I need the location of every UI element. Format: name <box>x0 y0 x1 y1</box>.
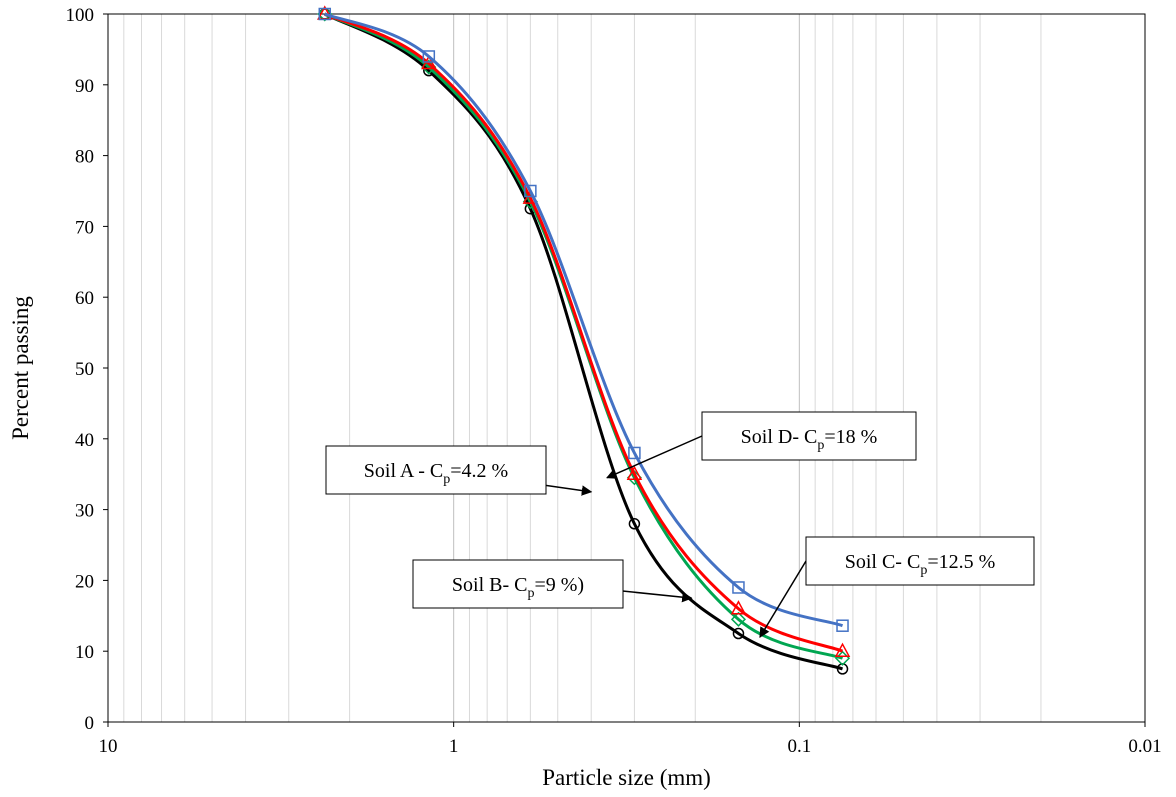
y-axis-title: Percent passing <box>8 296 33 440</box>
data-point-square <box>524 184 537 198</box>
data-point-square <box>422 50 436 63</box>
y-tick-label: 20 <box>75 571 94 592</box>
data-point-triangle <box>730 600 747 615</box>
data-series <box>318 7 849 632</box>
y-tick-label: 90 <box>75 76 94 97</box>
y-tick-label: 100 <box>66 5 95 26</box>
y-tick-label: 10 <box>75 642 94 663</box>
x-tick-label: 10 <box>99 736 118 757</box>
annotation-box <box>412 559 624 609</box>
annotation-suffix: =9 %) <box>534 574 584 596</box>
annotation-subscript: p <box>527 586 534 601</box>
data-point-diamond <box>317 6 333 22</box>
y-tick-label: 50 <box>75 359 94 380</box>
annotation-suffix: =4.2 % <box>450 460 508 482</box>
series-layer <box>317 5 851 675</box>
annotation-box <box>325 445 547 495</box>
data-point-square <box>318 7 332 21</box>
x-tick-label: 0.1 <box>787 736 811 757</box>
y-tick-label: 40 <box>75 430 94 451</box>
annotation-label: Soil D- Cp=18 % <box>741 426 878 453</box>
data-point-triangle <box>834 642 851 657</box>
annotation-subscript: p <box>443 472 450 487</box>
x-axis-title: Particle size (mm) <box>542 765 711 790</box>
annotation-layer: Soil A - Cp=4.2 %Soil B- Cp=9 %)Soil C- … <box>325 411 1035 638</box>
data-point-circle <box>732 627 745 640</box>
data-point-triangle <box>626 465 643 480</box>
annotation-subscript: p <box>817 438 824 453</box>
annotation-callout: Soil B- Cp=9 %) <box>412 559 693 609</box>
annotation-prefix: Soil A - C <box>364 460 443 482</box>
annotation-label: Soil A - Cp=4.2 % <box>364 460 508 487</box>
series-line <box>324 12 844 628</box>
annotation-box <box>701 411 917 461</box>
y-tick-label: 30 <box>75 501 94 522</box>
y-tick-label: 70 <box>75 217 94 238</box>
data-point-circle <box>628 518 641 530</box>
series-line <box>324 12 844 653</box>
y-tick-label: 80 <box>75 147 94 168</box>
series-line <box>324 12 844 671</box>
data-point-square <box>628 446 641 460</box>
annotation-label: Soil C- Cp=12.5 % <box>845 551 996 578</box>
x-tick-label: 0.01 <box>1128 736 1161 757</box>
annotation-prefix: Soil C- C <box>845 551 921 573</box>
y-tick-label: 60 <box>75 288 94 309</box>
annotation-suffix: =18 % <box>824 426 877 448</box>
annotation-callout: Soil A - Cp=4.2 % <box>325 445 593 496</box>
annotation-callout: Soil D- Cp=18 % <box>606 411 917 479</box>
annotation-suffix: =12.5 % <box>927 551 995 573</box>
annotation-prefix: Soil B- C <box>452 574 528 596</box>
data-point-square <box>732 581 745 594</box>
annotation-subscript: p <box>920 563 927 578</box>
annotation-label: Soil B- Cp=9 %) <box>452 574 584 601</box>
annotation-callout: Soil C- Cp=12.5 % <box>759 536 1035 638</box>
data-point-diamond <box>730 611 747 627</box>
annotation-prefix: Soil D- C <box>741 426 818 448</box>
y-tick-label: 0 <box>85 713 95 734</box>
annotation-arrow <box>759 560 807 638</box>
data-point-square <box>836 619 849 632</box>
x-tick-label: 1 <box>449 736 459 757</box>
annotation-arrow <box>606 435 703 479</box>
annotation-box <box>805 536 1035 586</box>
